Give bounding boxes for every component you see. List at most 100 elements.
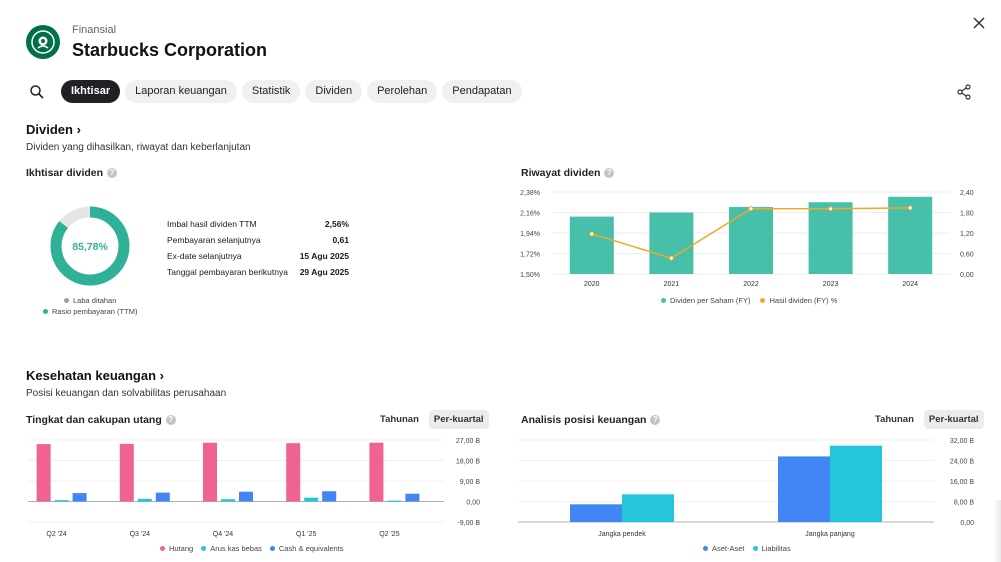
- cash-equivalents-bar: [405, 493, 420, 502]
- legend-item: Cash & equivalents: [269, 544, 344, 553]
- share-icon: [957, 84, 971, 100]
- debt-chart-title: Tingkat dan cakupan utang ?: [26, 414, 176, 426]
- kv-row: Pembayaran selanjutnya 0,61: [167, 232, 349, 248]
- kv-row: Imbal hasil dividen TTM 2,56%: [167, 216, 349, 232]
- x-tick-label: Q2 '24: [46, 531, 67, 538]
- close-button[interactable]: [970, 14, 988, 32]
- y-tick-label: 9,00 B: [460, 479, 481, 486]
- legend-item: Dividen per Saham (FY): [661, 296, 750, 305]
- liabilities-bar: [622, 494, 674, 522]
- position-chart-title: Analisis posisi keuangan ?: [521, 414, 661, 426]
- dividen-section-title[interactable]: Dividen ›: [26, 122, 81, 137]
- legend-label: Rasio pembayaran (TTM): [52, 307, 138, 316]
- legend-label: Laba ditahan: [73, 296, 117, 305]
- dividend-yield-point: [828, 206, 834, 212]
- legend-item: Arus kas bebas: [201, 544, 262, 553]
- cash-equivalents-bar: [239, 491, 253, 502]
- starbucks-logo-icon: [31, 30, 55, 54]
- y-tick-label: 27,00 B: [456, 438, 480, 445]
- scroll-edge: [993, 500, 1001, 562]
- dividend-history-legend: Dividen per Saham (FY) Hasil dividen (FY…: [661, 296, 837, 305]
- search-icon: [30, 85, 44, 99]
- toggle-annual[interactable]: Tahunan: [380, 414, 419, 425]
- cash-equivalents-bar: [155, 492, 170, 502]
- dividend-history-title: Riwayat dividen ?: [521, 167, 615, 179]
- debt-bar: [369, 442, 384, 502]
- help-icon[interactable]: ?: [165, 415, 176, 425]
- legend-label: Liabilitas: [761, 544, 791, 553]
- toggle-annual[interactable]: Tahunan: [875, 414, 914, 425]
- legend-label: Aset-Aset: [712, 544, 745, 553]
- tab-pendapatan[interactable]: Pendapatan: [442, 80, 522, 103]
- health-section-title[interactable]: Kesehatan keuangan ›: [26, 368, 164, 383]
- free-cash-flow-bar: [304, 497, 319, 502]
- position-chart-legend: Aset-Aset Liabilitas: [703, 544, 791, 553]
- free-cash-flow-bar: [54, 500, 69, 502]
- x-tick-label: Jangka panjang: [805, 531, 855, 538]
- dividend-overview-title: Ikhtisar dividen ?: [26, 167, 118, 179]
- close-icon: [973, 17, 985, 29]
- share-button[interactable]: [955, 83, 973, 101]
- y-tick-label: 24,00 B: [950, 459, 974, 466]
- dividend-yield-point: [748, 206, 754, 212]
- y-right-tick-label: 0,00: [960, 272, 974, 279]
- tab-statistik[interactable]: Statistik: [241, 80, 301, 103]
- debt-bar: [119, 443, 134, 502]
- assets-bar: [570, 504, 622, 522]
- y-tick-label: 16,00 B: [950, 479, 974, 486]
- debt-bar: [36, 444, 51, 502]
- y-right-tick-label: 2,40: [960, 190, 974, 197]
- x-tick-label: Jangka pendek: [598, 531, 646, 538]
- y-right-tick-label: 0,60: [960, 252, 974, 259]
- tab-dividen[interactable]: Dividen: [305, 80, 363, 103]
- legend-label: Arus kas bebas: [210, 544, 262, 553]
- legend-dot: [661, 298, 666, 303]
- y-tick-label: 18,00 B: [456, 459, 480, 466]
- x-tick-label: 2020: [584, 281, 600, 288]
- free-cash-flow-bar: [387, 500, 402, 502]
- kv-row: Tanggal pembayaran berikutnya 29 Agu 2025: [167, 264, 349, 280]
- legend-dot: [752, 546, 758, 551]
- legend-label: Cash & equivalents: [278, 544, 344, 553]
- y-tick-label: 8,00 B: [954, 500, 975, 507]
- kv-label: Ex-date selanjutnya: [167, 251, 242, 261]
- help-icon[interactable]: ?: [650, 415, 661, 425]
- y-left-tick-label: 1,72%: [520, 252, 540, 259]
- page-title: Starbucks Corporation: [72, 40, 268, 60]
- page-kicker: Finansial: [72, 24, 117, 36]
- debt-bar: [203, 442, 217, 502]
- legend-dot: [201, 546, 207, 551]
- x-tick-label: Q4 '24: [213, 531, 234, 538]
- legend-label: Dividen per Saham (FY): [670, 296, 751, 305]
- help-icon[interactable]: ?: [604, 168, 615, 178]
- dividen-section-subtitle: Dividen yang dihasilkan, riwayat dan keb…: [26, 142, 251, 153]
- legend-dot: [269, 546, 275, 551]
- toggle-quarterly[interactable]: Per-kuartal: [923, 410, 984, 429]
- donut-payout-arc: [50, 206, 130, 286]
- kv-value: 2,56%: [324, 219, 349, 229]
- legend-label: Hutang: [169, 544, 194, 553]
- tab-laporan-keuangan[interactable]: Laporan keuangan: [125, 80, 237, 103]
- free-cash-flow-bar: [221, 499, 235, 502]
- tab-ikhtisar[interactable]: Ikhtisar: [61, 80, 121, 103]
- y-right-tick-label: 1,80: [960, 211, 974, 218]
- kv-label: Tanggal pembayaran berikutnya: [167, 267, 288, 277]
- cash-equivalents-bar: [72, 493, 87, 502]
- search-button[interactable]: [26, 81, 48, 103]
- kv-label: Imbal hasil dividen TTM: [167, 219, 257, 229]
- x-tick-label: 2021: [664, 281, 680, 288]
- help-icon[interactable]: ?: [107, 168, 118, 178]
- kv-value: 29 Agu 2025: [299, 267, 349, 277]
- x-tick-label: Q3 '24: [130, 531, 151, 538]
- legend-dot: [160, 546, 165, 551]
- debt-chart-label: Tingkat dan cakupan utang: [26, 414, 162, 426]
- legend-item: Hutang: [160, 544, 193, 553]
- dividend-bar: [729, 207, 773, 274]
- dividend-history-label: Riwayat dividen: [521, 167, 601, 179]
- tab-perolehan[interactable]: Perolehan: [367, 80, 438, 103]
- x-tick-label: 2022: [743, 281, 759, 288]
- toggle-quarterly[interactable]: Per-kuartal: [428, 410, 489, 429]
- debt-period-toggle: Tahunan Per-kuartal: [375, 410, 489, 429]
- dividend-yield-point: [668, 255, 674, 261]
- legend-dot: [760, 298, 766, 303]
